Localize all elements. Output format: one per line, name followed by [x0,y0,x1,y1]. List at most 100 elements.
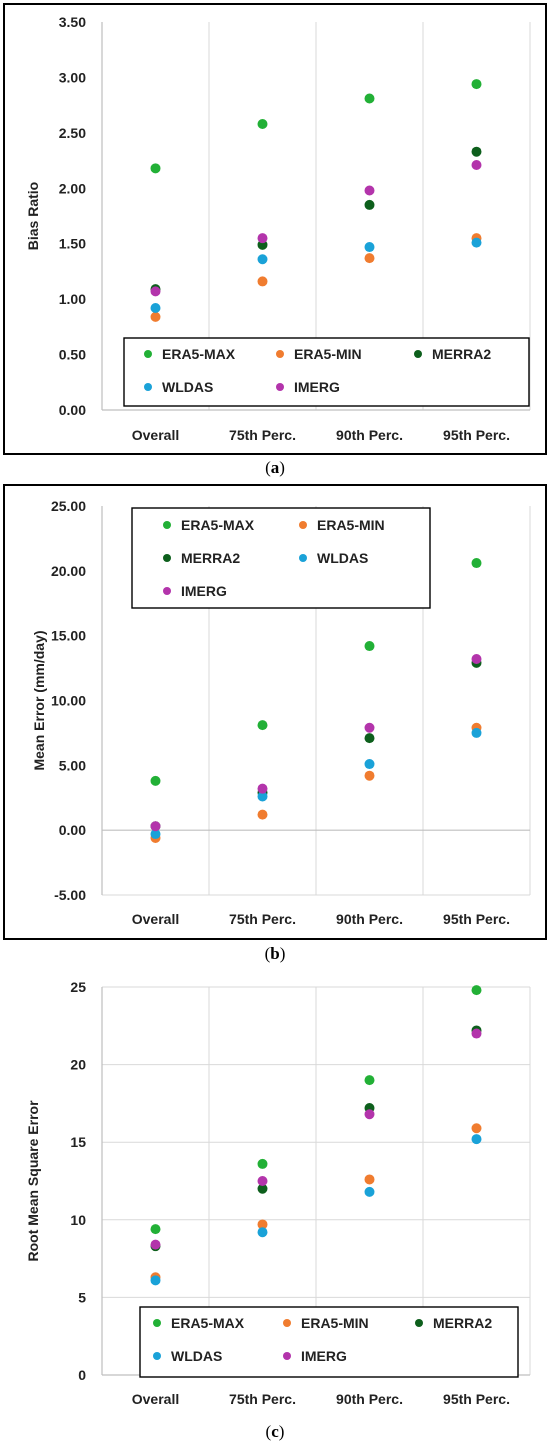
data-point-wldas [257,791,268,802]
y-tick-label: 0.00 [59,822,86,838]
data-point-era5-min [364,1174,375,1185]
legend-marker-era5-min [299,521,307,529]
data-point-imerg [471,160,482,171]
data-point-era5-max [364,641,375,652]
data-point-merra2 [364,733,375,744]
legend-box [139,1306,519,1378]
data-point-wldas [471,1134,482,1145]
legend-marker-era5-max [144,350,152,358]
x-category-label: Overall [132,1391,179,1407]
legend-marker-era5-max [153,1319,161,1327]
y-tick-label: 0.00 [59,402,86,418]
y-tick-label: 25.00 [51,498,86,514]
data-point-era5-max [364,93,375,104]
y-tick-label: 25 [70,979,86,995]
y-axis-title: Root Mean Square Error [25,1100,41,1262]
y-tick-label: 2.00 [59,180,86,196]
legend-marker-merra2 [414,350,422,358]
data-point-merra2 [364,199,375,210]
y-tick-label: 20 [70,1057,86,1073]
data-point-era5-max [471,558,482,569]
legend-label-era5-max: ERA5-MAX [171,1315,245,1331]
data-point-era5-min [257,1219,268,1230]
legend-label-era5-min: ERA5-MIN [294,346,362,362]
legend-label-wldas: WLDAS [317,550,368,566]
x-category-label: 90th Perc. [336,911,403,927]
caption-b: (b) [264,944,286,963]
data-point-imerg [364,185,375,196]
chart-c: 0 5 10 15 20 25 Overall 75th Perc. 90th Perc. 95t… [25,979,531,1407]
x-category-label: 95th Perc. [443,1391,510,1407]
data-point-merra2 [257,1183,268,1194]
legend-box [123,337,530,407]
legend-marker-imerg [283,1352,291,1360]
data-point-wldas [471,237,482,248]
y-tick-label: 3.50 [59,14,86,30]
y-tick-label: 0.50 [59,347,86,363]
data-point-era5-min [471,1123,482,1134]
data-point-imerg [150,1239,161,1250]
x-category-label: 75th Perc. [229,1391,296,1407]
legend-marker-era5-max [163,521,171,529]
y-tick-label: 1.50 [59,236,86,252]
legend-marker-imerg [163,587,171,595]
legend-label-wldas: WLDAS [162,379,213,395]
data-point-imerg [150,821,161,832]
legend-marker-wldas [153,1352,161,1360]
y-tick-label: 10.00 [51,693,86,709]
data-point-imerg [471,654,482,665]
data-point-era5-max [150,775,161,786]
data-point-imerg [364,722,375,733]
y-tick-label: -5.00 [54,887,86,903]
chart-a: 0.00 0.50 1.00 1.50 2.00 2.50 3.00 3.50 Overall 7… [25,14,531,443]
data-point-wldas [364,1186,375,1197]
y-tick-label: 3.00 [59,69,86,85]
y-tick-label: 10 [70,1212,86,1228]
x-category-label: 75th Perc. [229,427,296,443]
y-tick-label: 1.00 [59,291,86,307]
data-point-imerg [257,1176,268,1186]
data-point-wldas [471,727,482,738]
y-axis-title: Mean Error (mm/day) [31,630,47,770]
legend-label-merra2: MERRA2 [433,1315,492,1331]
y-tick-label: 5.00 [59,757,86,773]
data-point-wldas [364,759,375,770]
y-tick-label: 15 [70,1134,86,1150]
data-point-wldas [150,303,161,314]
legend-marker-imerg [276,383,284,391]
data-point-wldas [150,1275,161,1286]
x-category-label: 75th Perc. [229,911,296,927]
legend-marker-merra2 [163,554,171,562]
data-point-era5-max [257,720,268,731]
x-category-label: 90th Perc. [336,1391,403,1407]
legend-label-imerg: IMERG [294,379,340,395]
legend-label-imerg: IMERG [301,1348,347,1364]
data-point-era5-max [471,79,482,90]
data-point-era5-max [257,1158,268,1169]
data-point-era5-max [364,1075,375,1086]
data-point-wldas [257,1227,268,1238]
y-tick-label: 5 [78,1289,86,1305]
legend-label-merra2: MERRA2 [181,550,240,566]
data-point-imerg [150,286,161,297]
data-point-era5-max [471,985,482,996]
data-point-era5-min [364,770,375,781]
legend-label-era5-min: ERA5-MIN [301,1315,369,1331]
legend-marker-wldas [144,383,152,391]
legend-marker-wldas [299,554,307,562]
x-category-label: 95th Perc. [443,911,510,927]
data-point-imerg [257,233,268,244]
data-point-merra2 [471,146,482,157]
legend-marker-merra2 [415,1319,423,1327]
y-tick-label: 2.50 [59,125,86,141]
legend-label-era5-max: ERA5-MAX [181,517,255,533]
chart-b: -5.00 0.00 5.00 10.00 15.00 20.00 25.00 Overall… [31,498,531,927]
x-category-label: Overall [132,427,179,443]
legend-label-merra2: MERRA2 [432,346,491,362]
legend-label-era5-min: ERA5-MIN [317,517,385,533]
data-point-era5-min [257,809,268,820]
data-point-era5-max [150,1224,161,1235]
data-point-era5-min [150,311,161,322]
legend-label-era5-max: ERA5-MAX [162,346,236,362]
caption-c: (c) [265,1422,285,1441]
